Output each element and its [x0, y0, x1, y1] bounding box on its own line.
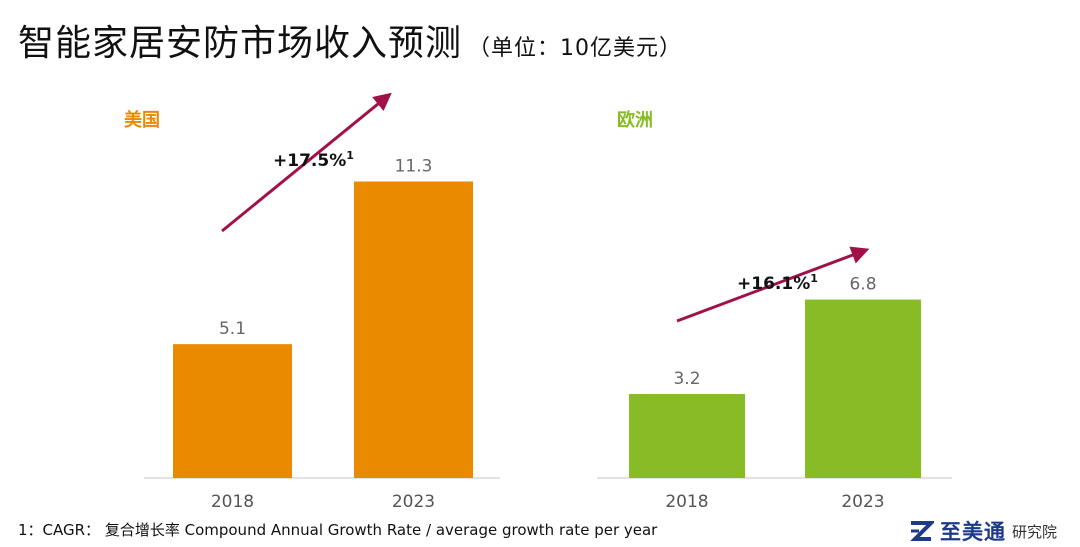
value-label-1-0: 3.2	[673, 369, 700, 389]
page-title: 智能家居安防市场收入预测 （单位：10亿美元）	[18, 14, 682, 66]
x-tick-label-0-1: 2023	[392, 492, 435, 512]
z-logo-icon	[910, 521, 934, 541]
title-text: 智能家居安防市场收入预测	[18, 23, 463, 64]
x-tick-label-0-0: 2018	[211, 492, 254, 512]
growth-arrow-0	[221, 92, 392, 233]
bar-0-2023	[354, 181, 473, 478]
cagr-footnote-mark-1: 1	[810, 272, 818, 285]
chart-title-0: 美国	[124, 109, 160, 131]
cagr-label-0: +17.5%1	[273, 149, 354, 171]
logo-name: 至美通	[940, 520, 1006, 544]
brand-logo: 至美通 研究院	[908, 516, 1057, 546]
value-label-0-1: 11.3	[395, 156, 433, 176]
logo-sub: 研究院	[1012, 522, 1058, 541]
footnote: 1：CAGR： 复合增长率 Compound Annual Growth Rat…	[18, 521, 658, 539]
growth-arrow-1	[676, 246, 870, 323]
bar-1-2023	[805, 299, 921, 478]
cagr-footnote-mark-0: 1	[346, 149, 354, 162]
x-tick-label-1-1: 2023	[841, 492, 884, 512]
value-label-1-1: 6.8	[849, 275, 876, 295]
x-tick-label-1-0: 2018	[665, 492, 708, 512]
bar-1-2018	[629, 394, 745, 478]
bar-0-2018	[173, 344, 292, 478]
title-unit: （单位：10亿美元）	[468, 36, 683, 61]
chart-title-1: 欧洲	[617, 109, 653, 131]
value-label-0-0: 5.1	[219, 319, 246, 339]
cagr-label-1: +16.1%1	[737, 272, 818, 294]
